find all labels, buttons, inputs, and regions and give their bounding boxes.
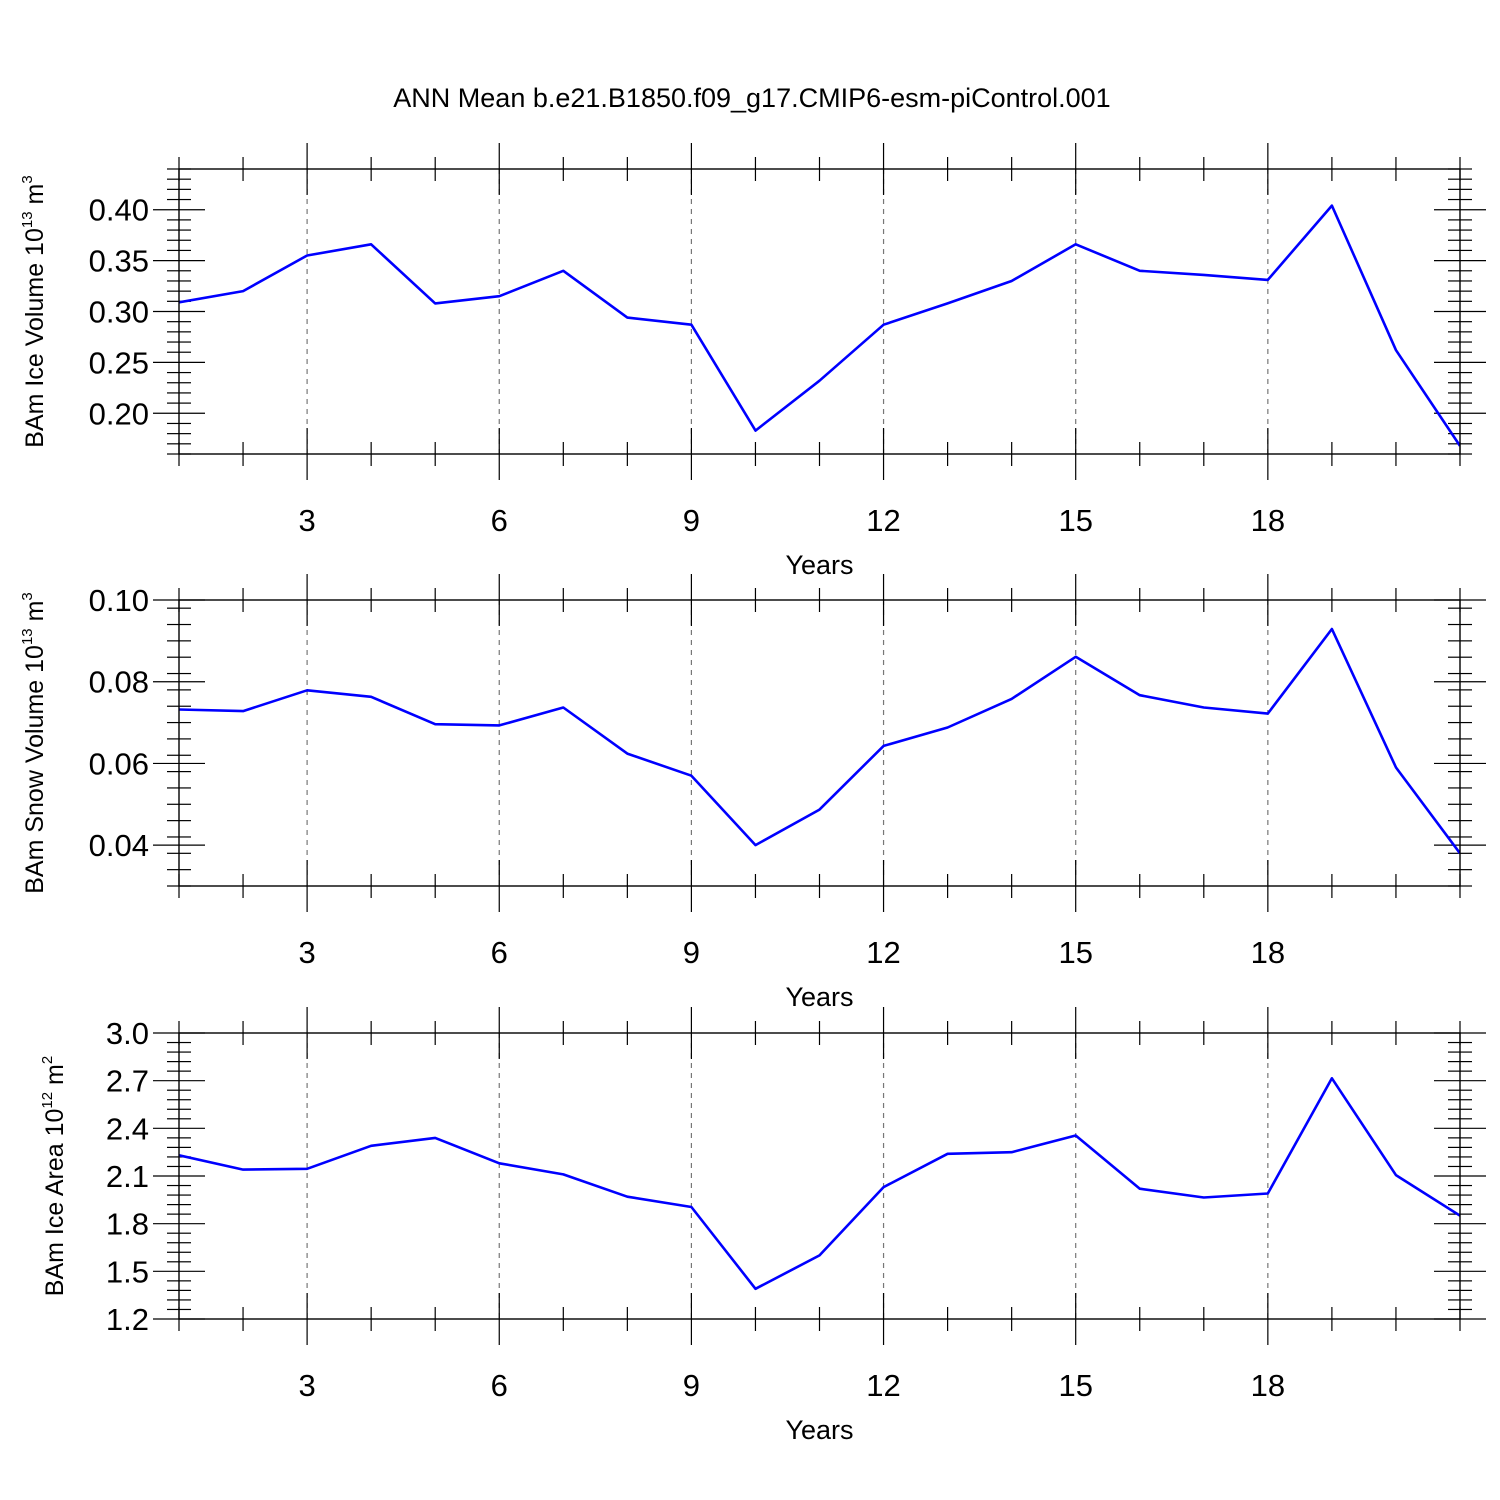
x-tick-label: 18: [1251, 935, 1285, 970]
y-tick-label: 2.7: [106, 1064, 149, 1099]
y-tick-label: 0.04: [89, 828, 149, 863]
x-axis-title: Years: [785, 550, 853, 580]
x-tick-label: 3: [298, 935, 315, 970]
y-tick-label: 1.8: [106, 1207, 149, 1242]
plot-frame: [178, 1032, 1461, 1320]
y-tick-label: 0.35: [89, 244, 149, 279]
y-tick-label: 2.1: [106, 1159, 149, 1194]
panel-snow-volume: 0.04 0.06 0.08 0.10 3 6 9 12 15 18 Years BAm Snow V…: [19, 574, 1486, 1012]
panel-ice-area: 1.2 1.5 1.8 2.1 2.4 2.7 3.0 3 6 9 12 15 18 Years BAm I…: [39, 1007, 1486, 1445]
panel-ice-volume: 0.20 0.25 0.30 0.35 0.40 3 6 9 12 15 18 Years BAm Ic…: [19, 143, 1486, 580]
x-tick-label: 6: [491, 935, 508, 970]
x-tick-label: 12: [866, 935, 900, 970]
x-axis-title: Years: [785, 982, 853, 1012]
x-tick-label: 9: [683, 935, 700, 970]
y-tick-label: 0.06: [89, 746, 149, 781]
y-tick-label: 0.25: [89, 345, 149, 380]
x-tick-label: 3: [298, 503, 315, 538]
x-tick-label: 12: [866, 503, 900, 538]
y-tick-label: 0.10: [89, 583, 149, 618]
x-tick-label: 9: [683, 1368, 700, 1403]
plot-frame: [178, 599, 1461, 887]
y-tick-label: 0.30: [89, 295, 149, 330]
y-tick-label: 0.08: [89, 665, 149, 700]
y-tick-label: 1.5: [106, 1254, 149, 1289]
x-tick-label: 15: [1058, 1368, 1092, 1403]
x-tick-label: 18: [1251, 1368, 1285, 1403]
x-tick-label: 15: [1058, 935, 1092, 970]
plot-frame: [178, 168, 1461, 455]
figure-title: ANN Mean b.e21.B1850.f09_g17.CMIP6-esm-p…: [393, 83, 1110, 113]
x-tick-label: 15: [1058, 503, 1092, 538]
x-tick-label: 18: [1251, 503, 1285, 538]
y-axis-title: BAm Snow Volume 1013 m3: [19, 592, 49, 894]
x-tick-label: 6: [491, 1368, 508, 1403]
y-axis-title: BAm Ice Area 1012 m2: [39, 1056, 69, 1296]
x-axis-title: Years: [785, 1415, 853, 1445]
y-tick-label: 0.40: [89, 193, 149, 228]
x-tick-label: 6: [491, 503, 508, 538]
y-axis-title: BAm Ice Volume 1013 m3: [19, 175, 49, 447]
x-tick-label: 12: [866, 1368, 900, 1403]
x-tick-label: 9: [683, 503, 700, 538]
y-tick-label: 0.20: [89, 396, 149, 431]
y-tick-label: 3.0: [106, 1016, 149, 1051]
x-tick-label: 3: [298, 1368, 315, 1403]
y-tick-label: 1.2: [106, 1302, 149, 1337]
y-tick-label: 2.4: [106, 1111, 149, 1146]
